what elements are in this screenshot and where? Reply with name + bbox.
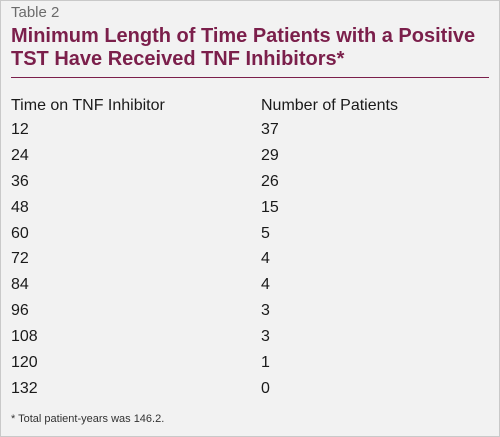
patients-cell: 4 bbox=[261, 250, 270, 268]
time-cell: 12 bbox=[11, 121, 29, 138]
time-cell: 72 bbox=[11, 250, 29, 268]
table-row: 24 29 bbox=[11, 145, 489, 171]
table-row: 132 0 bbox=[11, 378, 489, 404]
patients-cell: 3 bbox=[261, 302, 270, 320]
table-row: 108 3 bbox=[11, 326, 489, 352]
table-row: 96 3 bbox=[11, 300, 489, 326]
column-header-patients: Number of Patients bbox=[261, 97, 398, 114]
table-row: 120 1 bbox=[11, 352, 489, 378]
table-footnote: * Total patient-years was 146.2. bbox=[11, 413, 165, 425]
patients-cell: 1 bbox=[261, 354, 270, 372]
title-divider bbox=[11, 77, 489, 78]
time-cell: 132 bbox=[11, 379, 38, 397]
patients-cell: 3 bbox=[261, 328, 270, 346]
column-header-time: Time on TNF Inhibitor bbox=[11, 97, 165, 114]
time-cell: 120 bbox=[11, 354, 38, 372]
time-cell: 84 bbox=[11, 276, 29, 294]
time-cell: 48 bbox=[11, 198, 29, 216]
table-title: Minimum Length of Time Patients with a P… bbox=[11, 25, 476, 70]
table-body: 12 37 24 29 36 26 48 15 60 5 72 4 84 4 9… bbox=[11, 119, 489, 404]
patients-cell: 37 bbox=[261, 121, 279, 138]
time-cell: 36 bbox=[11, 172, 29, 190]
patients-cell: 29 bbox=[261, 146, 279, 164]
patients-cell: 4 bbox=[261, 276, 270, 294]
time-cell: 60 bbox=[11, 224, 29, 242]
table-header-row: Time on TNF Inhibitor Number of Patients bbox=[11, 95, 489, 117]
table-row: 12 37 bbox=[11, 119, 489, 145]
patients-cell: 26 bbox=[261, 172, 279, 190]
time-cell: 96 bbox=[11, 302, 29, 320]
table-row: 60 5 bbox=[11, 223, 489, 249]
table-row: 36 26 bbox=[11, 171, 489, 197]
patients-cell: 15 bbox=[261, 198, 279, 216]
time-cell: 108 bbox=[11, 328, 38, 346]
table-row: 84 4 bbox=[11, 274, 489, 300]
time-cell: 24 bbox=[11, 146, 29, 164]
table-row: 48 15 bbox=[11, 197, 489, 223]
patients-cell: 0 bbox=[261, 379, 270, 397]
patients-cell: 5 bbox=[261, 224, 270, 242]
table-label: Table 2 bbox=[11, 4, 60, 21]
table-row: 72 4 bbox=[11, 248, 489, 274]
